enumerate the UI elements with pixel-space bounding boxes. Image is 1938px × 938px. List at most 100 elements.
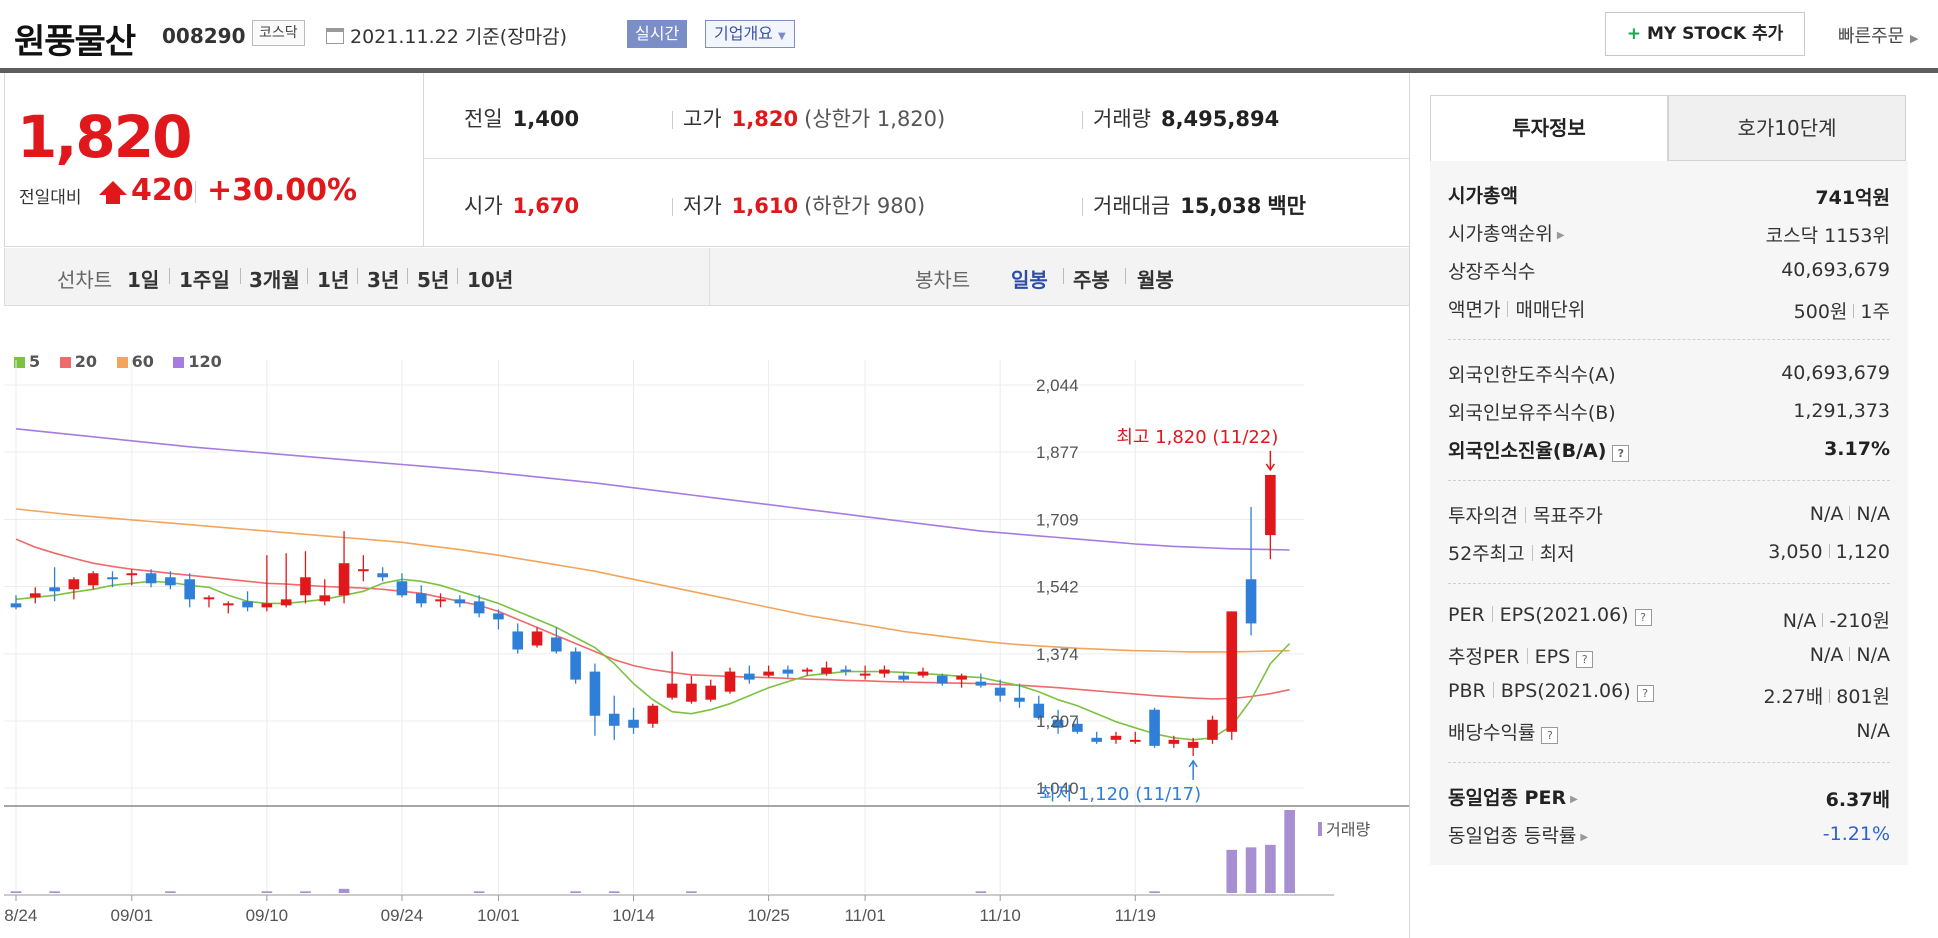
- volume-bar: [608, 891, 620, 893]
- tab-order-book[interactable]: 호가10단계: [1668, 95, 1906, 161]
- candle: [705, 679, 717, 702]
- tab-monthly[interactable]: 월봉: [1137, 268, 1174, 292]
- candle: [801, 667, 813, 676]
- quick-order-button[interactable]: 빠른주문 ▶: [1838, 22, 1918, 48]
- candle: [608, 695, 620, 740]
- info-group: 외국인한도주식수(A) 40,693,679 외국인보유주식수(B) 1,291,37…: [1448, 340, 1890, 481]
- info-label: 외국인소진율(B/A)?: [1448, 436, 1630, 463]
- candle: [1014, 683, 1025, 708]
- candle: [821, 661, 832, 676]
- tab-1w[interactable]: 1주일: [179, 268, 230, 292]
- info-row: 외국인보유주식수(B) 1,291,373: [1448, 392, 1890, 430]
- candle: [358, 555, 369, 582]
- info-label[interactable]: 동일업종 PER ▶: [1448, 787, 1578, 809]
- plus-icon: +: [1626, 24, 1642, 44]
- add-my-stock-button[interactable]: + MY STOCK 추가: [1605, 12, 1805, 56]
- help-icon[interactable]: ?: [1612, 445, 1630, 462]
- info-row: 동일업종 PER ▶ 6.37배: [1448, 777, 1890, 815]
- help-icon[interactable]: ?: [1541, 727, 1559, 744]
- info-row: 동일업종 등락률 ▶ -1.21%: [1448, 815, 1890, 853]
- tab-investment-info[interactable]: 투자정보: [1430, 95, 1668, 161]
- volume-bar: [473, 891, 485, 893]
- y-tick-label: 1,040: [1036, 779, 1079, 798]
- info-row: 시가총액 741억원: [1448, 175, 1890, 213]
- help-icon[interactable]: ?: [1576, 651, 1594, 668]
- tab-daily[interactable]: 일봉: [1011, 268, 1048, 292]
- tab-weekly[interactable]: 주봉: [1073, 268, 1110, 292]
- volume-bar: [1265, 844, 1276, 893]
- volume-bar: [686, 891, 697, 893]
- candle: [222, 601, 234, 614]
- realtime-button[interactable]: 실시간: [627, 20, 688, 48]
- info-row: 액면가 매매단위 500원 1주: [1448, 289, 1890, 327]
- trade-amount: 거래대금 15,038 백만: [1082, 190, 1306, 220]
- volume-bar: [1149, 891, 1160, 893]
- info-value: 741억원: [1815, 187, 1890, 209]
- add-my-stock-label: MY STOCK 추가: [1646, 24, 1784, 44]
- info-row: PER EPS(2021.06)? N/A -210원: [1448, 598, 1890, 636]
- candle: [242, 591, 253, 612]
- candle: [1187, 737, 1199, 756]
- info-group: 시가총액 741억원 시가총액순위 ▶ 코스닥 1153위 상장주식수 40,693,679…: [1448, 161, 1890, 340]
- x-tick-label: 11/01: [844, 906, 885, 925]
- volume-legend-swatch: [1318, 822, 1322, 836]
- quick-order-label: 빠른주문: [1838, 26, 1905, 47]
- ma5-line: [15, 578, 1291, 741]
- candle: [570, 647, 581, 684]
- volume-bar: [49, 891, 60, 893]
- stock-code: 008290: [162, 24, 246, 48]
- stock-header: 원풍물산 008290 코스닥 2021.11.22 기준(장마감) 실시간 기…: [0, 0, 1938, 68]
- candle: [898, 671, 910, 682]
- x-tick-label: 10/01: [477, 906, 520, 925]
- current-price: 1,820: [17, 103, 192, 171]
- candle: [782, 665, 794, 678]
- candle: [840, 665, 852, 676]
- chart-grid: [4, 360, 1304, 893]
- info-row: 외국인소진율(B/A)? 3.17%: [1448, 430, 1890, 468]
- info-value: 1,291,373: [1793, 400, 1890, 422]
- candle: [512, 623, 524, 654]
- triangle-right-icon: ▶: [1556, 230, 1565, 241]
- candle: [319, 579, 331, 606]
- candle: [859, 665, 871, 680]
- company-overview-dropdown[interactable]: 기업개요 ▼: [705, 20, 795, 48]
- tab-3m[interactable]: 3개월: [249, 268, 300, 292]
- legend-ma20: 20: [59, 352, 97, 371]
- info-label: 투자의견 목표주가: [1448, 505, 1603, 527]
- open-price: 시가 1,670: [464, 194, 580, 218]
- volume-bar: [165, 891, 176, 893]
- info-row: 배당수익률? N/A: [1448, 712, 1890, 750]
- candle: [338, 531, 350, 604]
- x-tick-label: 09/24: [381, 906, 424, 925]
- price-stats: 전일 1,400 고가 1,820 (상한가 1,820) 거래량 8,495,894 …: [424, 73, 1410, 247]
- candle: [1091, 731, 1102, 744]
- tab-1d[interactable]: 1일: [127, 268, 160, 292]
- volume-legend-label: 거래량: [1326, 820, 1370, 839]
- tab-10y[interactable]: 10년: [467, 268, 514, 292]
- volume: 거래량 8,495,894: [1082, 103, 1279, 133]
- candle: [936, 673, 948, 686]
- chevron-down-icon: ▼: [777, 31, 786, 42]
- header-divider: [0, 68, 1938, 73]
- info-label[interactable]: 동일업종 등락률 ▶: [1448, 825, 1589, 847]
- info-value: 3.17%: [1824, 438, 1890, 460]
- info-label: 배당수익률?: [1448, 718, 1559, 745]
- tab-5y[interactable]: 5년: [417, 268, 450, 292]
- help-icon[interactable]: ?: [1636, 685, 1654, 702]
- candle: [1149, 707, 1160, 748]
- help-icon[interactable]: ?: [1634, 609, 1652, 626]
- x-tick-label: 09/01: [111, 906, 154, 925]
- triangle-right-icon: ▶: [1580, 832, 1589, 843]
- info-label[interactable]: 시가총액순위 ▶: [1448, 223, 1565, 245]
- tab-3y[interactable]: 3년: [367, 268, 400, 292]
- candle: [666, 651, 678, 700]
- candle: [956, 673, 967, 688]
- candle: [1168, 735, 1180, 748]
- info-value: N/A: [1856, 720, 1890, 742]
- candlestick-chart[interactable]: 2,044 1,877 1,709 1,542 1,374 1,207 1,040 08/24…: [4, 340, 1410, 936]
- base-date: 2021.11.22 기준(장마감): [350, 26, 568, 48]
- ma20-line: [15, 538, 1290, 700]
- market-badge: 코스닥: [252, 20, 305, 46]
- tab-1y[interactable]: 1년: [317, 268, 350, 292]
- candle: [10, 595, 22, 610]
